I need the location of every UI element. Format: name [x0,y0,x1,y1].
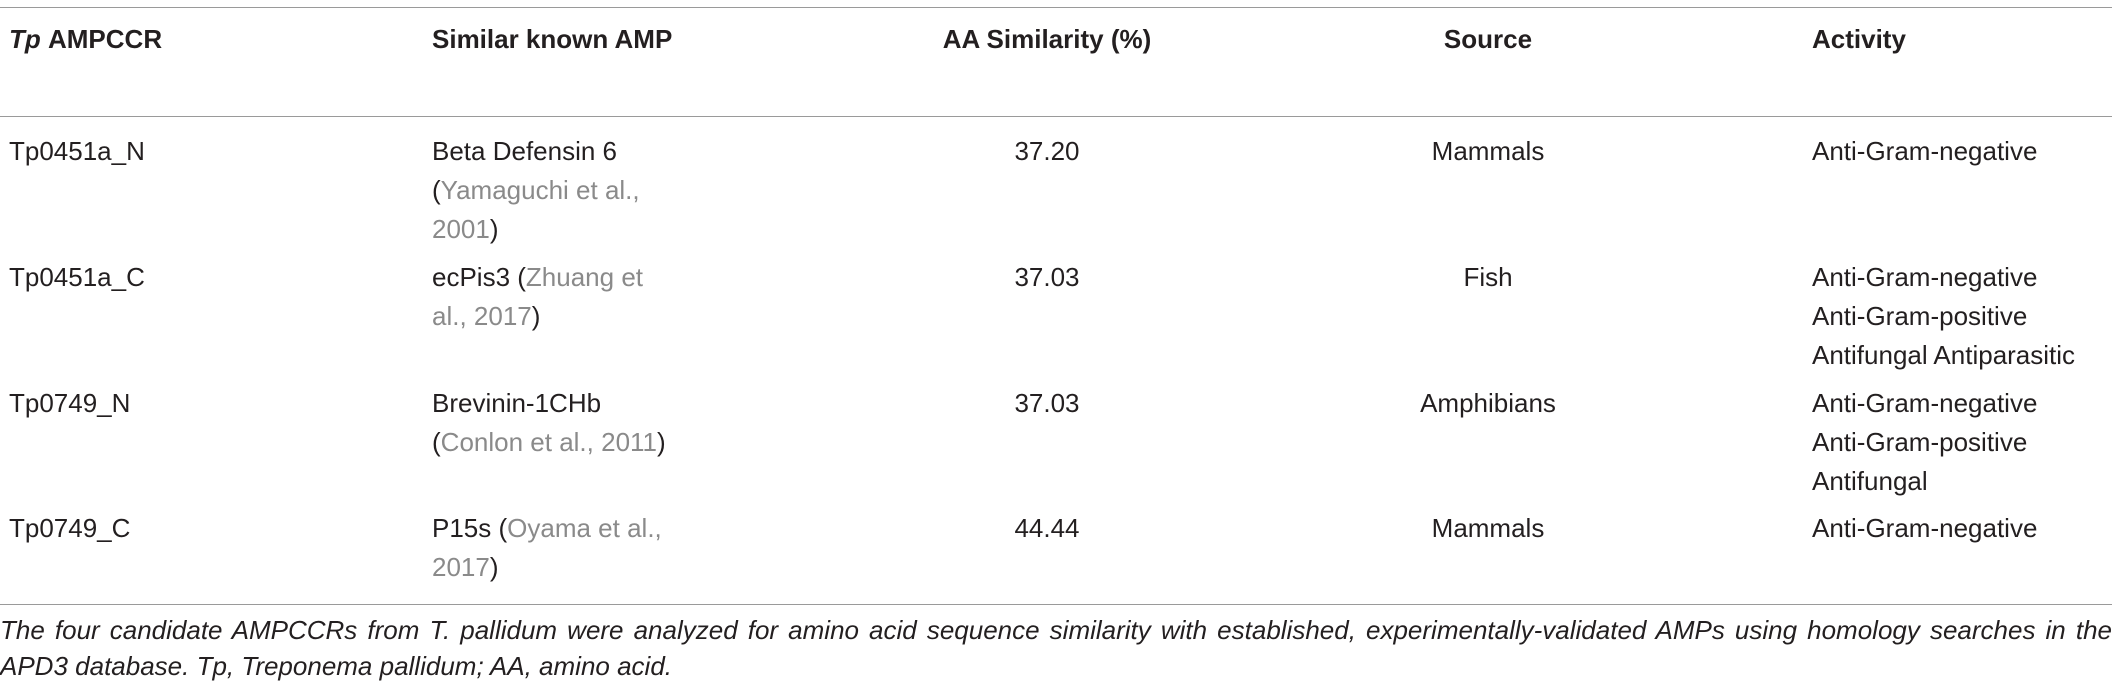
bottom-rule [0,604,2112,605]
similarity-cell: 37.20 [880,132,1214,171]
similarity: 44.44 [1014,513,1080,543]
header-text: Similar known AMP [432,24,673,54]
source: Fish [1463,262,1513,292]
citation: Conlon et al., 2011 [440,427,658,457]
source-cell: Fish [1330,258,1646,297]
citation: Yamaguchi et al., 2001 [432,175,640,244]
activity-cell: Anti-Gram-negative [1812,509,2112,548]
similarity: 37.20 [1014,136,1080,166]
amp-cell: ecPis3 (Zhuang et al., 2017) [432,258,680,336]
amp-text: Brevinin-1CHb ( [432,388,602,457]
ampccr-id: Tp0451a_C [9,262,145,292]
amp-text: ecPis3 ( [432,262,526,292]
id-cell: Tp0749_C [9,509,389,548]
header-cell: Activity [1812,20,2112,59]
activity-line: Anti-Gram-negative [1812,513,2038,543]
amp-text: ) [531,301,541,331]
source-cell: Mammals [1330,509,1646,548]
source-cell: Amphibians [1330,384,1646,423]
activity-cell: Anti-Gram-negative Anti-Gram-positive Anti… [1812,258,2112,375]
amp-cell: Beta Defensin 6 (Yamaguchi et al., 2001) [432,132,680,249]
ampccr-id: Tp0749_N [9,388,131,418]
amp-text: ) [489,552,499,582]
amp-text: ) [489,214,499,244]
similarity-cell: 44.44 [880,509,1214,548]
id-cell: Tp0451a_N [9,132,389,171]
citation: Zhuang et al., 2017 [432,262,644,331]
id-cell: Tp0749_N [9,384,389,423]
amp-text: P15s ( [432,513,508,543]
header-text: Activity [1812,24,1906,54]
similarity: 37.03 [1014,388,1080,418]
activity-line: Anti-Gram-negative [1812,262,2038,292]
amp-cell: Brevinin-1CHb (Conlon et al., 2011) [432,384,680,462]
header-cell: Tp AMPCCR [9,20,389,59]
id-cell: Tp0451a_C [9,258,389,297]
ampccr-id: Tp0451a_N [9,136,145,166]
activity-line: Anti-Gram-negative [1812,388,2038,418]
source: Amphibians [1420,388,1556,418]
source: Mammals [1431,136,1545,166]
similarity-cell: 37.03 [880,258,1214,297]
header-cell: AA Similarity (%) [880,20,1214,59]
top-rule [0,7,2112,8]
amp-text: ) [657,427,666,457]
source-cell: Mammals [1330,132,1646,171]
similarity-cell: 37.03 [880,384,1214,423]
activity-cell: Anti-Gram-negative [1812,132,2112,171]
table-caption: The four candidate AMPCCRs from T. palli… [0,615,2112,681]
header-cell: Source [1330,20,1646,59]
header-italic: Tp [9,24,41,54]
activity-line: Anti-Gram-negative [1812,136,2038,166]
header-text: AA Similarity (%) [942,24,1152,54]
activity-line: Anti-Gram-positive [1812,301,2028,331]
header-cell: Similar known AMP [432,20,680,59]
activity-cell: Anti-Gram-negative Anti-Gram-positive Anti… [1812,384,2112,501]
citation: Oyama et al., 2017 [432,513,662,582]
activity-line: Anti-Gram-positive [1812,427,2028,457]
similarity: 37.03 [1014,262,1080,292]
ampccr-id: Tp0749_C [9,513,131,543]
header-text: AMPCCR [48,24,163,54]
activity-line: Antifungal Antiparasitic [1812,340,2076,370]
header-text: Source [1443,24,1533,54]
amp-text: Beta Defensin 6 ( [432,136,618,205]
header-rule [0,116,2112,117]
source: Mammals [1431,513,1545,543]
amp-cell: P15s (Oyama et al., 2017) [432,509,680,587]
activity-line: Antifungal [1812,466,1928,496]
